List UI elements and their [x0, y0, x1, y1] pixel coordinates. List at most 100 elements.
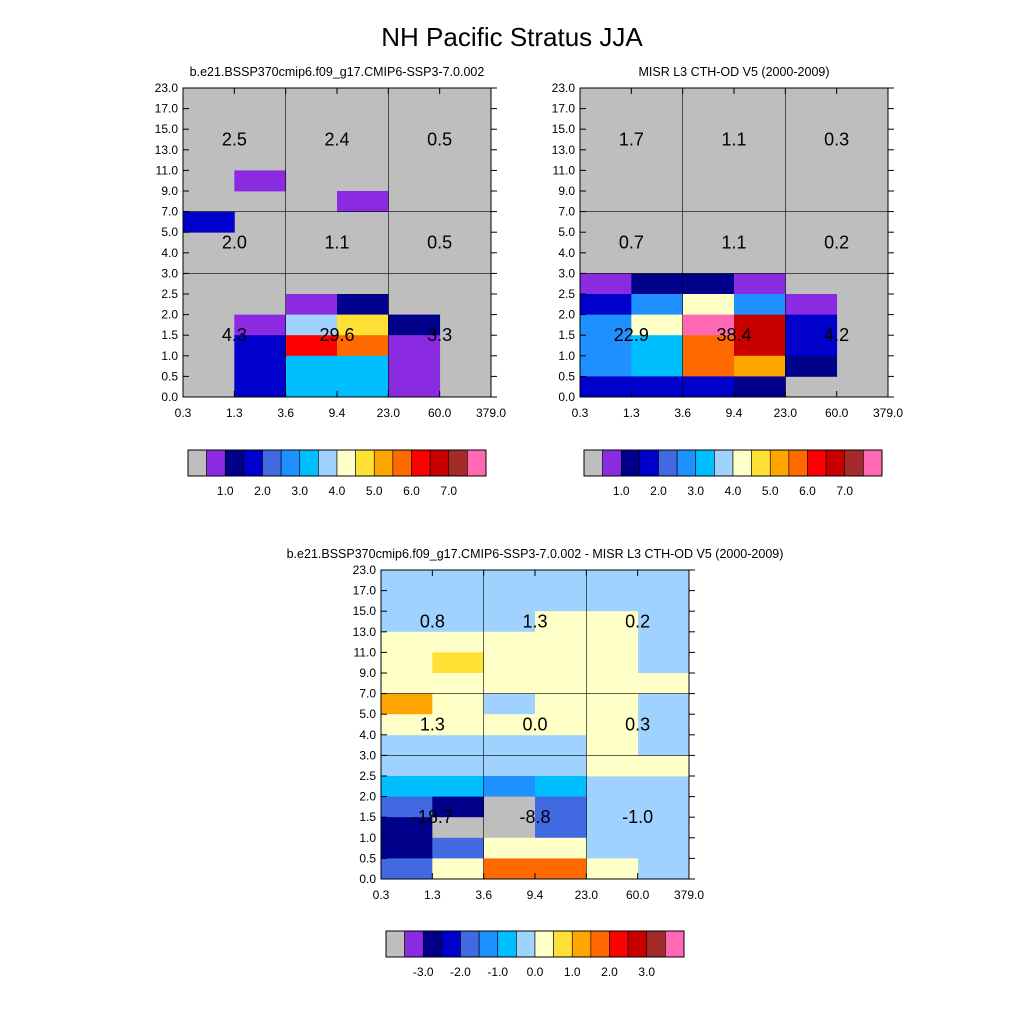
y-tick-label: 5.0 [359, 707, 376, 721]
colorbar-label: 1.0 [564, 965, 581, 979]
group-value-label: 0.7 [619, 233, 644, 253]
x-tick-label: 1.3 [623, 406, 640, 420]
group-value-label: 1.3 [420, 715, 445, 735]
heatmap-cell [734, 314, 786, 336]
colorbar-swatch [280, 449, 301, 477]
colorbar-label: -2.0 [450, 965, 471, 979]
heatmap-cell [734, 294, 786, 315]
colorbar-swatch [602, 449, 622, 477]
colorbar-swatch [373, 449, 394, 477]
panel-title: MISR L3 CTH-OD V5 (2000-2009) [638, 65, 829, 79]
heatmap-cell [285, 294, 338, 315]
colorbar-swatch [863, 449, 883, 477]
x-tick-label: 0.3 [572, 406, 589, 420]
heatmap-cell [586, 734, 639, 756]
heatmap-cell [381, 776, 433, 797]
heatmap-cell [734, 376, 786, 398]
heatmap-cell [580, 376, 632, 398]
heatmap-cell [432, 673, 485, 694]
colorbar-swatch [844, 449, 864, 477]
heatmap-cell [388, 314, 441, 336]
y-tick-label: 3.0 [359, 748, 376, 762]
y-tick-label: 4.0 [359, 728, 376, 742]
colorbar-label: 0.0 [527, 965, 544, 979]
heatmap-cell [631, 335, 684, 357]
group-value-label: 1.1 [721, 233, 746, 253]
y-tick-label: 5.0 [161, 225, 178, 239]
heatmap-cell [631, 273, 684, 295]
colorbar-label: 2.0 [650, 484, 667, 498]
heatmap-cell [234, 314, 287, 336]
y-tick-label: 15.0 [552, 122, 576, 136]
group-value-label: 1.3 [522, 612, 547, 632]
group-value-label: 29.6 [319, 325, 354, 345]
heatmap-cell [535, 858, 587, 880]
group-value-label: 2.0 [222, 233, 247, 253]
heatmap-cell [234, 170, 287, 192]
x-tick-label: 23.0 [774, 406, 798, 420]
heatmap-cell [432, 796, 485, 818]
heatmap-cell [734, 335, 786, 357]
y-tick-label: 13.0 [353, 625, 377, 639]
heatmap-cell [483, 673, 536, 694]
heatmap-cell [535, 714, 587, 736]
group-value-label: -18.7 [412, 807, 453, 827]
group-value-label: -8.8 [519, 807, 550, 827]
heatmap-cell [631, 355, 684, 377]
y-tick-label: 0.0 [161, 390, 178, 404]
x-tick-label: 1.3 [424, 888, 441, 902]
colorbar-label: -3.0 [413, 965, 434, 979]
heatmap-cell [432, 837, 485, 859]
x-tick-label: 9.4 [726, 406, 743, 420]
heatmap-cell [586, 652, 639, 674]
panel-title: b.e21.BSSP370cmip6.f09_g17.CMIP6-SSP3-7.… [190, 65, 485, 79]
heatmap-cell [381, 714, 433, 736]
colorbar-swatch [187, 449, 207, 477]
heatmap-cell [337, 191, 389, 212]
heatmap-cell [586, 631, 639, 653]
colorbar-swatch [627, 930, 648, 958]
heatmap-cell [535, 817, 587, 839]
y-tick-label: 13.0 [155, 143, 179, 157]
y-tick-label: 2.0 [359, 790, 376, 804]
y-tick-label: 0.5 [359, 851, 376, 865]
group-value-label: 4.2 [824, 325, 849, 345]
heatmap-cell [483, 714, 536, 736]
y-tick-label: 1.5 [558, 328, 575, 342]
group-value-label: 0.0 [522, 715, 547, 735]
y-tick-label: 17.0 [155, 102, 179, 116]
heatmap-cell [285, 355, 338, 377]
group-value-label: 22.9 [614, 325, 649, 345]
colorbar-swatch [385, 930, 405, 958]
heatmap-cell [381, 817, 433, 839]
y-tick-label: 23.0 [155, 81, 179, 95]
heatmap-cell [682, 335, 735, 357]
heatmap-cell [381, 631, 433, 653]
y-tick-label: 23.0 [353, 563, 377, 577]
colorbar-label: 3.0 [291, 484, 308, 498]
heatmap-cell [381, 652, 433, 674]
x-tick-label: 3.6 [475, 888, 492, 902]
y-tick-label: 9.0 [161, 184, 178, 198]
group-value-label: 0.3 [824, 130, 849, 150]
colorbar-label: 3.0 [687, 484, 704, 498]
heatmap-cell [432, 652, 485, 674]
panel-title: b.e21.BSSP370cmip6.f09_g17.CMIP6-SSP3-7.… [287, 547, 784, 561]
heatmap-cell [285, 376, 338, 398]
y-tick-label: 11.0 [156, 163, 179, 177]
y-tick-label: 1.0 [161, 349, 178, 363]
colorbar-swatch [318, 449, 338, 477]
heatmap-cell [388, 355, 441, 377]
group-value-label: 2.4 [324, 130, 349, 150]
colorbar-swatch [751, 449, 771, 477]
y-tick-label: 0.5 [161, 369, 178, 383]
heatmap-cell [432, 817, 485, 839]
heatmap-cell [535, 837, 587, 859]
y-tick-label: 11.0 [354, 645, 377, 659]
y-tick-label: 7.0 [161, 205, 178, 219]
heatmap-cell [381, 837, 433, 859]
colorbar-label: 7.0 [440, 484, 457, 498]
y-tick-label: 9.0 [558, 184, 575, 198]
colorbar-label: 7.0 [836, 484, 853, 498]
colorbar-swatch [206, 449, 226, 477]
